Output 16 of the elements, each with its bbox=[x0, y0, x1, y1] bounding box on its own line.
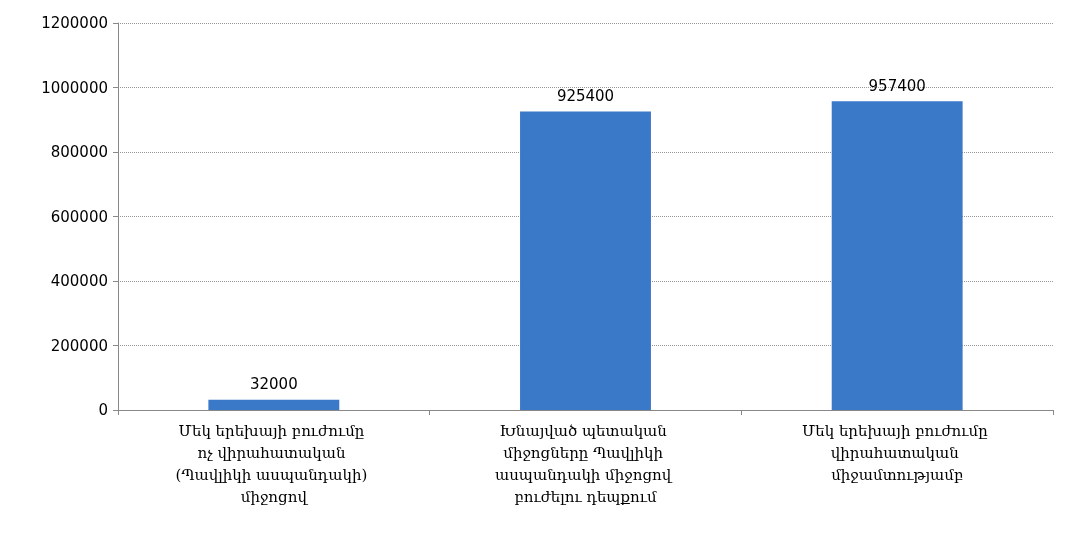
data-label: 925400 bbox=[556, 87, 615, 106]
x-tick-label: Մեկ երեխայի բուժումը ոչ վիրահատական (Պավլիկի ասպանդակի) միջոցով bbox=[175, 422, 373, 506]
data-label: 957400 bbox=[868, 76, 926, 95]
y-tick-label: 1200000 bbox=[41, 14, 108, 32]
y-tick-label: 0 bbox=[98, 401, 108, 419]
x-tick-label: Մեկ երեխայի բուժումը վիրահատական միջամտությամբ bbox=[801, 422, 993, 484]
y-tick-label: 200000 bbox=[50, 336, 108, 355]
y-tick-label: 800000 bbox=[50, 143, 108, 161]
bar bbox=[520, 111, 651, 410]
data-label: 32000 bbox=[249, 375, 298, 394]
x-tick-label: Խնայված պետական միջոցները Պավլիկի ասպանդակի միջոցով բուժելու դեպքում bbox=[494, 422, 677, 506]
y-tick-label: 400000 bbox=[50, 272, 108, 290]
y-tick-label: 600000 bbox=[50, 207, 108, 226]
y-tick-label: 1000000 bbox=[41, 78, 108, 97]
bar bbox=[208, 399, 340, 410]
bar bbox=[831, 101, 963, 410]
